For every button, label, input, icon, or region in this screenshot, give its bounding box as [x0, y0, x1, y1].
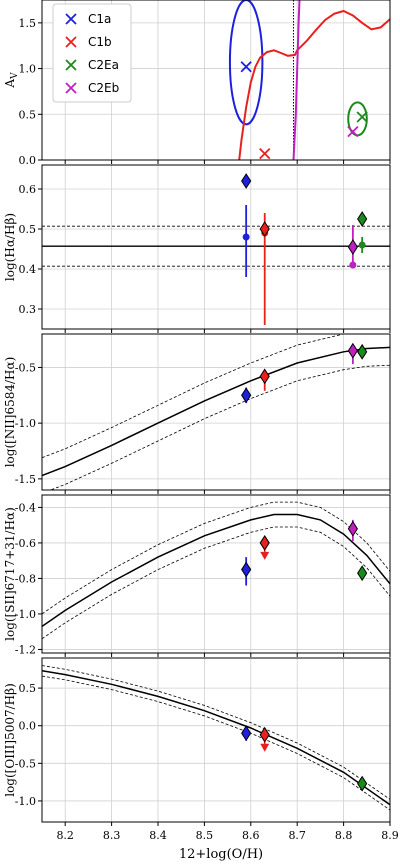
- x-axis-label: 12+log(O/H): [179, 847, 263, 862]
- legend-marker-c1a: [65, 13, 77, 25]
- point-c1a-diamond: [241, 725, 252, 742]
- point-c1a-diamond: [241, 387, 252, 404]
- y-tick-label: -1.0: [15, 417, 36, 430]
- y-tick-label: 1.5: [19, 17, 37, 30]
- point-c1b: [259, 147, 271, 160]
- x-tick-label: 8.6: [242, 829, 260, 842]
- y-tick-label: -1.5: [15, 473, 36, 486]
- point-c1b-diamond: [259, 368, 270, 385]
- point-c2eb-diamond: [347, 520, 358, 537]
- plot-area: [42, 495, 390, 653]
- y-tick-label: -0.5: [15, 361, 36, 374]
- legend-label-c2ea: C2Ea: [88, 58, 119, 72]
- panel-frame: [41, 657, 391, 823]
- y-tick-label: 0.0: [19, 720, 37, 733]
- y-tick-label: -0.8: [15, 572, 36, 585]
- plot-area: [42, 165, 390, 329]
- point-c1a-circle: [242, 233, 250, 241]
- plot-area: [42, 0, 390, 160]
- y-axis-label: log([OIII]5007/Hβ): [3, 683, 17, 797]
- point-c1b-limit-head: [260, 743, 270, 752]
- panel-frame: [41, 333, 391, 491]
- legend-label-c1b: C1b: [88, 35, 112, 49]
- model-curve: [42, 670, 390, 806]
- point-c2ea-diamond: [357, 565, 368, 582]
- model-band: [42, 675, 390, 811]
- y-tick-label: 0.0: [19, 154, 37, 167]
- plot-area: [42, 658, 390, 822]
- legend-marker-c2ea: [65, 59, 77, 71]
- x-tick-label: 8.2: [56, 829, 74, 842]
- x-axis-ticks: 8.2 8.3 8.4 8.5 8.6 8.7 8.8 8.9: [56, 829, 398, 842]
- x-tick-label: 8.5: [196, 829, 214, 842]
- panel-1: 0.0 0.5 1.0 1.5 AV: [3, 0, 391, 167]
- y-tick-label: 0.3: [19, 303, 37, 316]
- curve-c2eb: [292, 0, 301, 160]
- legend-marker-c2eb: [65, 82, 77, 94]
- y-axis-label: log(Hα/Hβ): [3, 213, 17, 281]
- panel-frame: [41, 494, 391, 654]
- y-tick-label: 0.5: [19, 108, 37, 121]
- y-tick-label: 0.6: [19, 183, 37, 196]
- point-c1b-diamond: [259, 221, 270, 237]
- panel-2: 0.3 0.4 0.5 0.6 log(Hα/Hβ): [3, 164, 391, 333]
- y-tick-label: -1.0: [15, 608, 36, 621]
- plot-area: [42, 334, 390, 490]
- model-curve: [42, 346, 390, 477]
- point-c1a: [240, 61, 252, 73]
- panel-frame: [41, 164, 391, 330]
- point-c2ea-diamond: [357, 343, 368, 360]
- panel-frame: [41, 0, 391, 161]
- point-c1a-diamond: [241, 561, 252, 578]
- y-axis-label: log([NII]6584/Hα): [3, 357, 17, 468]
- point-c1b-limit-head: [260, 551, 270, 560]
- y-axis-label: log([SII]6717+31/Hα): [3, 507, 17, 641]
- point-c2eb: [347, 126, 359, 138]
- contour-c1a: [228, 0, 264, 126]
- point-c2eb-diamond: [347, 342, 358, 359]
- model-band: [42, 334, 347, 459]
- y-tick-label: 0.5: [19, 682, 37, 695]
- legend-box: [52, 3, 132, 103]
- point-c2eb-circle: [349, 261, 357, 269]
- model-band: [42, 526, 390, 640]
- point-c2eb-diamond: [347, 239, 358, 255]
- y-tick-label: -0.6: [15, 537, 36, 550]
- y-axis-label-sub: V: [10, 72, 20, 80]
- model-curve: [42, 513, 390, 628]
- legend-marker-c1b: [65, 36, 77, 48]
- legend-label-c1a: C1a: [88, 12, 111, 26]
- panels: 0.0 0.5 1.0 1.5 AV 0.3 0.4 0.5 0.6 log(Hα/Hβ) -1.5…: [3, 0, 391, 826]
- model-band: [42, 665, 390, 800]
- x-tick-label: 8.8: [335, 829, 353, 842]
- y-axis-label: AV: [3, 72, 20, 89]
- y-tick-label: -1.2: [15, 643, 36, 656]
- y-tick-label: 1.0: [19, 63, 37, 76]
- x-tick-label: 8.3: [103, 829, 121, 842]
- point-c2ea: [356, 111, 368, 123]
- y-tick-label: 0.5: [19, 223, 37, 236]
- model-band: [49, 364, 390, 490]
- y-tick-label: -0.5: [15, 757, 36, 770]
- legend: C1a C1b C2Ea C2Eb: [52, 3, 132, 103]
- y-tick-label: -1.0: [15, 795, 36, 808]
- curve-c1b: [238, 9, 390, 160]
- x-tick-label: 8.7: [288, 829, 306, 842]
- point-c2ea-diamond: [357, 775, 368, 792]
- y-tick-label: -0.4: [15, 501, 36, 514]
- point-c2ea-circle: [358, 241, 366, 249]
- y-tick-label: 0.4: [19, 263, 37, 276]
- legend-label-c2eb: C2Eb: [88, 81, 119, 95]
- x-tick-label: 8.9: [381, 829, 399, 842]
- point-c2ea-diamond: [357, 211, 368, 227]
- x-tick-label: 8.4: [149, 829, 167, 842]
- model-band: [42, 501, 390, 615]
- point-c1a-diamond: [241, 173, 252, 189]
- point-c1b-diamond: [259, 726, 270, 743]
- point-c1b-diamond: [259, 535, 270, 551]
